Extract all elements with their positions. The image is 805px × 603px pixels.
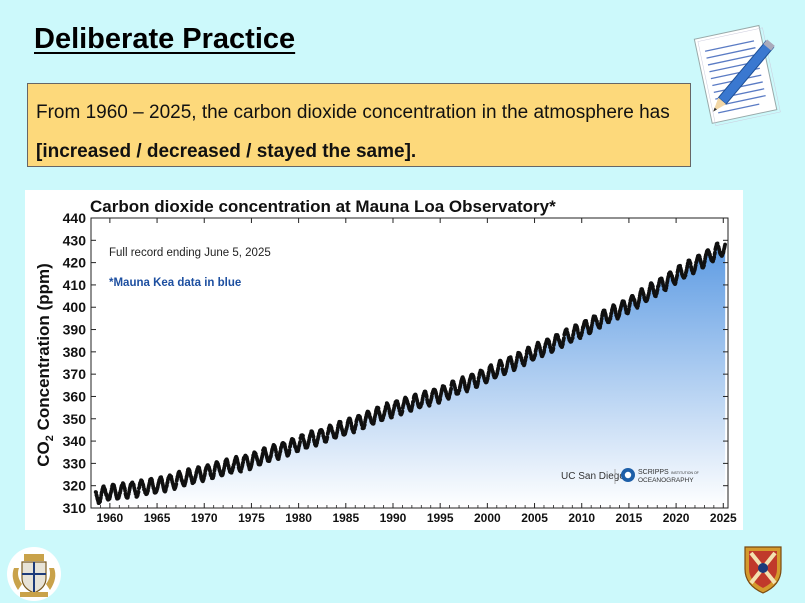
x-tick-label: 2020 <box>663 511 690 525</box>
y-tick-label: 340 <box>63 433 87 449</box>
data-point <box>570 336 575 340</box>
y-tick-label: 400 <box>63 299 87 315</box>
x-tick-label: 1985 <box>332 511 359 525</box>
data-point <box>675 273 680 278</box>
y-tick-label: 430 <box>63 232 87 248</box>
question-box: From 1960 – 2025, the carbon dioxide con… <box>27 83 691 167</box>
data-point <box>298 440 302 444</box>
data-point <box>524 354 529 359</box>
y-axis-label-sub: 2 <box>44 435 56 441</box>
x-tick-label: 1975 <box>238 511 265 525</box>
y-axis-label: CO2 Concentration (ppm) <box>34 263 56 467</box>
data-point <box>438 397 443 402</box>
data-point <box>449 386 453 391</box>
co2-area-fill <box>95 243 726 508</box>
data-point <box>325 435 330 440</box>
x-tick-label: 2010 <box>568 511 595 525</box>
y-tick-label: 360 <box>63 388 87 404</box>
chart-note: *Mauna Kea data in blue <box>109 277 241 289</box>
school-shield-icon <box>744 546 782 594</box>
question-text: From 1960 – 2025, the carbon dioxide con… <box>36 102 670 123</box>
y-tick-label: 310 <box>63 500 87 516</box>
data-point <box>723 242 727 247</box>
x-tick-label: 1965 <box>144 511 171 525</box>
data-point <box>301 433 305 438</box>
x-tick-label: 2005 <box>521 511 548 525</box>
data-point <box>400 409 405 413</box>
x-tick-label: 2015 <box>616 511 643 525</box>
data-point <box>274 450 278 454</box>
data-point <box>688 261 693 266</box>
data-point <box>533 352 538 356</box>
scripps-logo: SCRIPPS INSTITUTION OF OCEANOGRAPHY <box>621 468 699 484</box>
data-point <box>411 399 416 404</box>
co2-chart: Carbon dioxide concentration at Mauna Lo… <box>34 197 737 525</box>
y-tick-label: 410 <box>63 277 87 293</box>
y-tick-label: 390 <box>63 322 87 338</box>
data-point <box>500 363 505 368</box>
slide-title: Deliberate Practice <box>34 23 296 55</box>
y-axis-label-main: CO <box>34 441 53 467</box>
data-point <box>599 316 604 321</box>
ucsd-logo: UC San Diego <box>561 471 625 482</box>
x-tick-label: 2000 <box>474 511 501 525</box>
y-axis-label-rest: Concentration (ppm) <box>34 263 53 435</box>
data-point <box>123 488 127 493</box>
data-point <box>424 394 429 399</box>
y-tick-label: 370 <box>63 366 87 382</box>
x-tick-label: 1970 <box>191 511 218 525</box>
data-point <box>551 346 556 351</box>
data-point <box>311 434 316 439</box>
data-point <box>174 482 179 486</box>
plot-frame <box>90 217 729 509</box>
data-point <box>212 471 216 476</box>
y-tick-label: 440 <box>63 210 87 226</box>
scripps-logo-text: SCRIPPS <box>638 469 669 476</box>
data-point <box>376 406 381 411</box>
data-point <box>287 448 292 452</box>
y-tick-label: 420 <box>63 255 87 271</box>
data-point <box>260 451 265 456</box>
question-options: [increased / decreased / stayed the same… <box>36 141 417 162</box>
x-tick-label: 1990 <box>380 511 407 525</box>
data-point <box>354 422 358 427</box>
scripps-logo-text-2: OCEANOGRAPHY <box>638 477 694 484</box>
chart-annotation: Full record ending June 5, 2025 <box>109 247 271 259</box>
x-tick-label: 1960 <box>97 511 124 525</box>
x-tick-label: 2025 <box>710 511 737 525</box>
ucsd-logo-text: UC San Diego <box>561 471 625 482</box>
data-point <box>362 422 367 427</box>
data-point <box>713 250 717 255</box>
notepad-pencil-icon <box>693 24 781 126</box>
data-point <box>476 379 481 384</box>
co2-chart-panel: Carbon dioxide concentration at Mauna Lo… <box>25 190 743 530</box>
x-tick-label: 1995 <box>427 511 454 525</box>
y-tick-label: 350 <box>63 411 87 427</box>
data-point <box>562 336 566 340</box>
data-point <box>627 307 631 312</box>
school-crest-icon <box>7 547 61 601</box>
scripps-logo-subtext: INSTITUTION OF <box>671 471 699 475</box>
data-point <box>712 255 717 259</box>
y-tick-label: 380 <box>63 344 87 360</box>
data-point <box>136 489 141 494</box>
chart-title: Carbon dioxide concentration at Mauna Lo… <box>90 197 556 216</box>
y-tick-label: 330 <box>63 455 87 471</box>
y-tick-label: 320 <box>63 478 87 494</box>
x-tick-label: 1980 <box>285 511 312 525</box>
data-point <box>524 351 529 356</box>
